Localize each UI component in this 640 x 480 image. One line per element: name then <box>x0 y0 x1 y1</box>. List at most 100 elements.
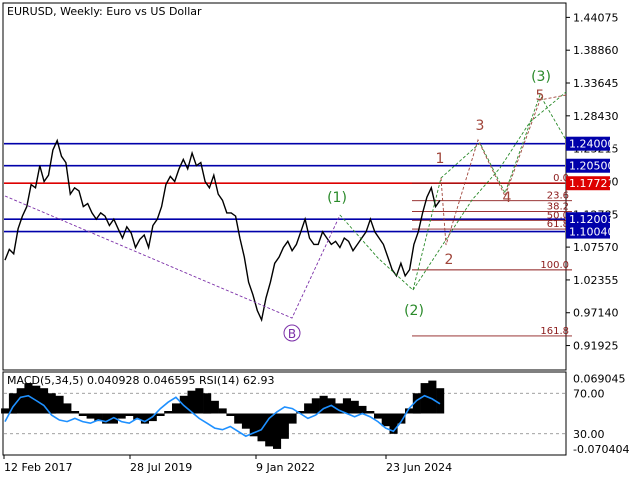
macd-bar-3 <box>24 383 33 414</box>
level-label-2: 1.12003 <box>569 213 615 226</box>
price-tick-label-9: 0.97140 <box>573 307 619 320</box>
wave-projections[interactable] <box>4 91 567 319</box>
macd-bar-43 <box>335 403 344 414</box>
wave-b-circle <box>283 324 301 342</box>
macd-bar-53 <box>412 393 421 414</box>
wave-path-brown[interactable] <box>440 94 567 246</box>
fib-label-1: 23.6 <box>547 191 569 202</box>
macd-bar-17 <box>133 413 142 420</box>
price-tick-label-10: 0.91925 <box>573 340 619 353</box>
macd-bar-34 <box>265 413 274 447</box>
macd-bar-51 <box>397 413 406 424</box>
price-tick-label-1: 1.38860 <box>573 44 619 57</box>
macd-bar-39 <box>304 403 313 414</box>
macd-bar-54 <box>420 383 429 414</box>
macd-bar-26 <box>203 393 212 414</box>
fib-label-4: 61.8 <box>547 219 569 230</box>
macd-bar-8 <box>63 403 72 414</box>
indicator-series <box>1 380 445 449</box>
level-label-3: 1.10040 <box>569 226 615 239</box>
wave-label-brown-1: 2 <box>445 252 454 268</box>
rsi-line <box>4 394 441 438</box>
macd-bar-50 <box>389 413 398 434</box>
macd-bar-10 <box>78 413 87 416</box>
indicator-tick-label-3: -0.070404 <box>573 443 629 456</box>
macd-bar-29 <box>226 413 235 416</box>
macd-bar-12 <box>94 413 103 422</box>
time-label-2: 9 Jan 2022 <box>256 461 315 474</box>
level-label-0: 1.24000 <box>569 138 615 151</box>
time-label-3: 23 Jun 2024 <box>386 461 452 474</box>
wave-label-green-0: (1) <box>327 190 347 206</box>
price-series <box>4 138 441 323</box>
macd-bar-21 <box>164 411 173 414</box>
wave-label-b: B <box>288 327 296 341</box>
macd-bar-4 <box>32 385 41 414</box>
time-label-0: 12 Feb 2017 <box>4 461 72 474</box>
wave-path-green-upper[interactable] <box>412 91 567 291</box>
fib-label-6: 161.8 <box>540 326 569 337</box>
macd-bar-25 <box>195 388 204 414</box>
fibonacci-levels[interactable]: 0.0 23.638.250.061.8 100.0 161.8 <box>412 173 572 337</box>
macd-bar-15 <box>117 413 126 419</box>
macd-bar-55 <box>428 380 437 414</box>
wave-path-purple[interactable] <box>4 195 341 319</box>
indicator-tick-label-0: 0.069045 <box>573 373 626 386</box>
macd-bar-9 <box>71 411 80 414</box>
level-label-bg-3 <box>566 224 610 239</box>
fib-label-2: 38.2 <box>547 202 569 213</box>
macd-bar-45 <box>350 400 359 414</box>
wave-label-brown-3: 4 <box>503 190 512 206</box>
macd-bar-0 <box>1 408 10 414</box>
macd-bar-22 <box>172 403 181 414</box>
macd-bar-52 <box>405 408 414 414</box>
wave-labels: B (1) (2) (3) 1 2 3 4 5 <box>283 69 551 342</box>
macd-bar-35 <box>273 413 282 449</box>
macd-bar-24 <box>187 390 196 414</box>
macd-bar-41 <box>319 395 328 414</box>
macd-bar-56 <box>436 388 445 414</box>
macd-bar-1 <box>8 393 17 414</box>
wave-label-green-2: (3) <box>531 69 551 85</box>
fib-label-5: 100.0 <box>540 260 569 271</box>
level-label-1: 1.20500 <box>569 160 615 173</box>
time-axis: 12 Feb 2017 28 Jul 2019 9 Jan 2022 23 Jun 2… <box>3 455 452 474</box>
macd-bar-30 <box>234 413 243 424</box>
macd-bar-11 <box>86 413 95 419</box>
horizontal-levels[interactable] <box>4 142 565 233</box>
wave-label-brown-2: 3 <box>476 118 485 134</box>
level-label-bg-2 <box>566 212 610 227</box>
macd-bar-18 <box>140 413 149 424</box>
macd-bar-44 <box>342 398 351 414</box>
price-tick-label-8: 1.02355 <box>573 274 619 287</box>
price-tick-label-2: 1.33645 <box>573 77 619 90</box>
level-label-bg-1 <box>566 158 610 173</box>
macd-bar-31 <box>241 413 250 429</box>
macd-bar-32 <box>249 413 258 437</box>
chart-title: EURUSD, Weekly: Euro vs US Dollar <box>7 5 202 18</box>
macd-bar-37 <box>288 413 297 424</box>
macd-bar-47 <box>366 411 375 414</box>
price-tick-label-3: 1.28430 <box>573 110 619 123</box>
macd-bar-40 <box>311 398 320 414</box>
wave-label-brown-0: 1 <box>436 151 445 167</box>
macd-bar-5 <box>40 388 49 414</box>
macd-bar-16 <box>125 413 134 416</box>
wave-label-brown-4: 5 <box>536 88 545 104</box>
fib-label-0: 0.0 <box>553 173 569 184</box>
indicator-title: MACD(5,34,5) 0.040928 0.046595 RSI(14) 6… <box>7 374 274 387</box>
macd-bar-27 <box>210 400 219 414</box>
macd-bar-38 <box>296 411 305 414</box>
macd-bar-48 <box>374 413 383 419</box>
macd-bar-7 <box>55 395 64 414</box>
wave-path-green[interactable] <box>339 93 567 291</box>
macd-bar-49 <box>381 413 390 427</box>
macd-bar-2 <box>16 388 25 414</box>
time-label-1: 28 Jul 2019 <box>130 461 192 474</box>
macd-bar-20 <box>156 413 165 416</box>
indicator-tick-label-2: 30.00 <box>573 428 605 441</box>
level-label-bg-red <box>566 176 610 191</box>
